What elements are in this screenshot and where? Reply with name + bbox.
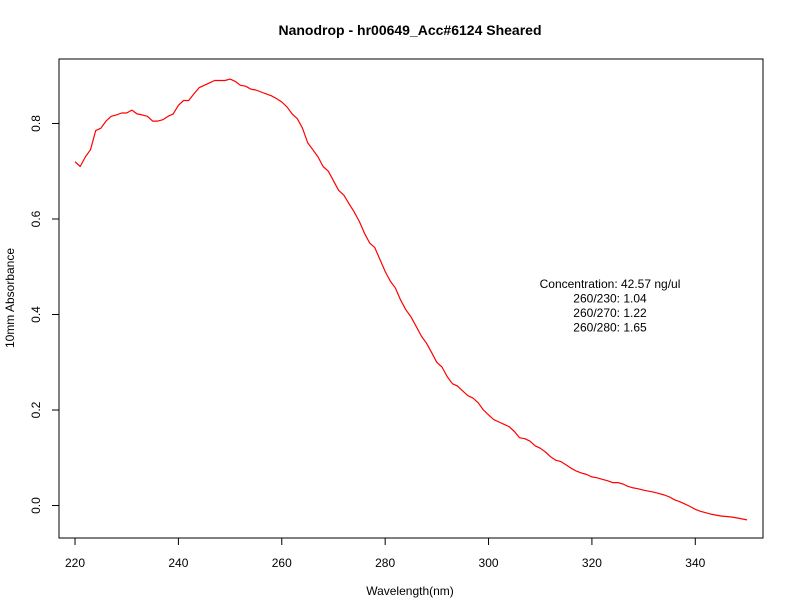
annotation-text: 260/270: 1.22 <box>573 306 647 320</box>
y-tick-label: 0.6 <box>29 210 43 227</box>
annotation-text: 260/230: 1.04 <box>573 292 647 306</box>
annotation-text: Concentration: 42.57 ng/ul <box>540 277 681 291</box>
y-tick-label: 0.8 <box>29 115 43 132</box>
x-axis-label: Wavelength(nm) <box>366 584 454 598</box>
x-tick-label: 280 <box>375 556 395 570</box>
plot-frame <box>58 58 764 539</box>
x-tick-label: 320 <box>582 556 602 570</box>
chart-title: Nanodrop - hr00649_Acc#6124 Sheared <box>278 22 541 38</box>
y-axis-label: 10mm Absorbance <box>3 248 17 348</box>
y-tick-label: 0.0 <box>29 497 43 514</box>
x-tick-label: 260 <box>272 556 292 570</box>
x-tick-label: 340 <box>685 556 705 570</box>
x-tick-label: 300 <box>479 556 499 570</box>
y-axis: 0.0 0.2 0.4 0.6 0.8 <box>29 115 60 514</box>
x-axis: 220 240 260 280 300 320 340 <box>65 537 706 570</box>
absorbance-line <box>74 78 748 521</box>
annotation-text: 260/280: 1.65 <box>573 321 647 335</box>
series-group <box>74 78 748 521</box>
x-tick-label: 240 <box>168 556 188 570</box>
y-tick-label: 0.2 <box>29 401 43 418</box>
y-tick-label: 0.4 <box>29 306 43 323</box>
x-tick-label: 220 <box>65 556 85 570</box>
